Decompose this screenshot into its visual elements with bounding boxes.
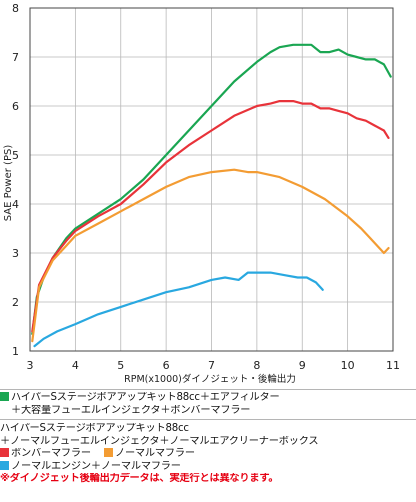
disclaimer-note: ※ダイノジェット後輪出力データは、実走行とは異なります。 [0,473,416,486]
chart-series [31,43,392,348]
red-swatch [0,448,9,457]
series-line-orange [31,168,390,343]
series-line-red [31,99,390,333]
x-tick-label: 8 [253,359,260,372]
x-tick-label: 3 [27,359,34,372]
orange-swatch [103,448,113,457]
y-tick-label: 5 [12,149,19,162]
legend-kit-line4: ＋ノーマルフューエルインジェクタ＋ノーマルエアクリーナーボックス [0,436,416,449]
x-axis-label: RPM(x1000)ダイノジェット・後輪出力 [124,373,296,385]
legend-red-text: ボンバーマフラー [11,448,91,459]
legend-green-text2: ＋大容量フューエルインジェクタ＋ボンバーマフラー [11,404,251,416]
legend-blue-row: ノーマルエンジン＋ノーマルマフラー [0,460,416,474]
y-tick-label: 3 [12,247,19,260]
x-tick-label: 5 [117,359,124,372]
y-tick-label: 4 [12,198,19,211]
disclaimer-text: ※ダイノジェット後輪出力データは、実走行とは異なります。 [0,473,279,484]
legend-lower: ハイパーSステージボアアップキット88cc ＋ノーマルフューエルインジェクタ＋ノ… [0,423,416,486]
series-line-green [31,43,392,335]
legend-kit-line3: ハイパーSステージボアアップキット88cc [0,423,416,436]
x-tick-label: 7 [208,359,215,372]
x-tick-label: 11 [386,359,400,372]
y-tick-label: 7 [12,51,19,64]
y-tick-label: 6 [12,100,19,113]
x-tick-label: 4 [72,359,79,372]
x-tick-label: 9 [299,359,306,372]
y-tick-label: 1 [12,345,19,358]
legend-mid-divider [0,419,416,420]
legend-kit-text2: ＋ノーマルフューエルインジェクタ＋ノーマルエアクリーナーボックス [0,435,319,447]
chart-frame [29,7,394,352]
legend: ハイパーSステージボアアップキット88cc＋エアフィルター ＋大容量フューエルイ… [0,392,416,417]
series-line-blue [33,271,324,348]
legend-green-line2: ＋大容量フューエルインジェクタ＋ボンバーマフラー [0,405,416,418]
legend-top-divider [0,389,416,390]
x-tick-label: 6 [163,359,170,372]
plot-border [29,7,394,352]
y-tick-labels: 1 2 3 4 5 6 7 8 [12,2,19,358]
y-axis-label: SAE Power (PS) [3,145,14,222]
legend-red-orange-row: ボンバーマフラー ノーマルマフラー [0,448,416,461]
x-tick-labels: 3 4 5 6 7 8 9 10 11 [27,359,401,372]
blue-swatch [0,460,9,470]
legend-green-line1: ハイパーSステージボアアップキット88cc＋エアフィルター [0,392,416,405]
y-tick-label: 8 [12,2,19,15]
power-chart: 1 2 3 4 5 6 7 8 3 4 5 6 7 8 9 10 11 SAE Power (PS) RPM(… [3,2,401,385]
x-tick-label: 10 [341,359,355,372]
green-swatch [0,392,9,401]
legend-green-text: ハイパーSステージボアアップキット88cc＋エアフィルター [11,392,280,403]
legend-blue-text: ノーマルエンジン＋ノーマルマフラー [11,460,181,472]
y-tick-label: 2 [12,296,19,309]
legend-kit-text: ハイパーSステージボアアップキット88cc [0,423,189,434]
legend-orange-text: ノーマルマフラー [114,448,195,459]
chart-grid [29,7,394,352]
